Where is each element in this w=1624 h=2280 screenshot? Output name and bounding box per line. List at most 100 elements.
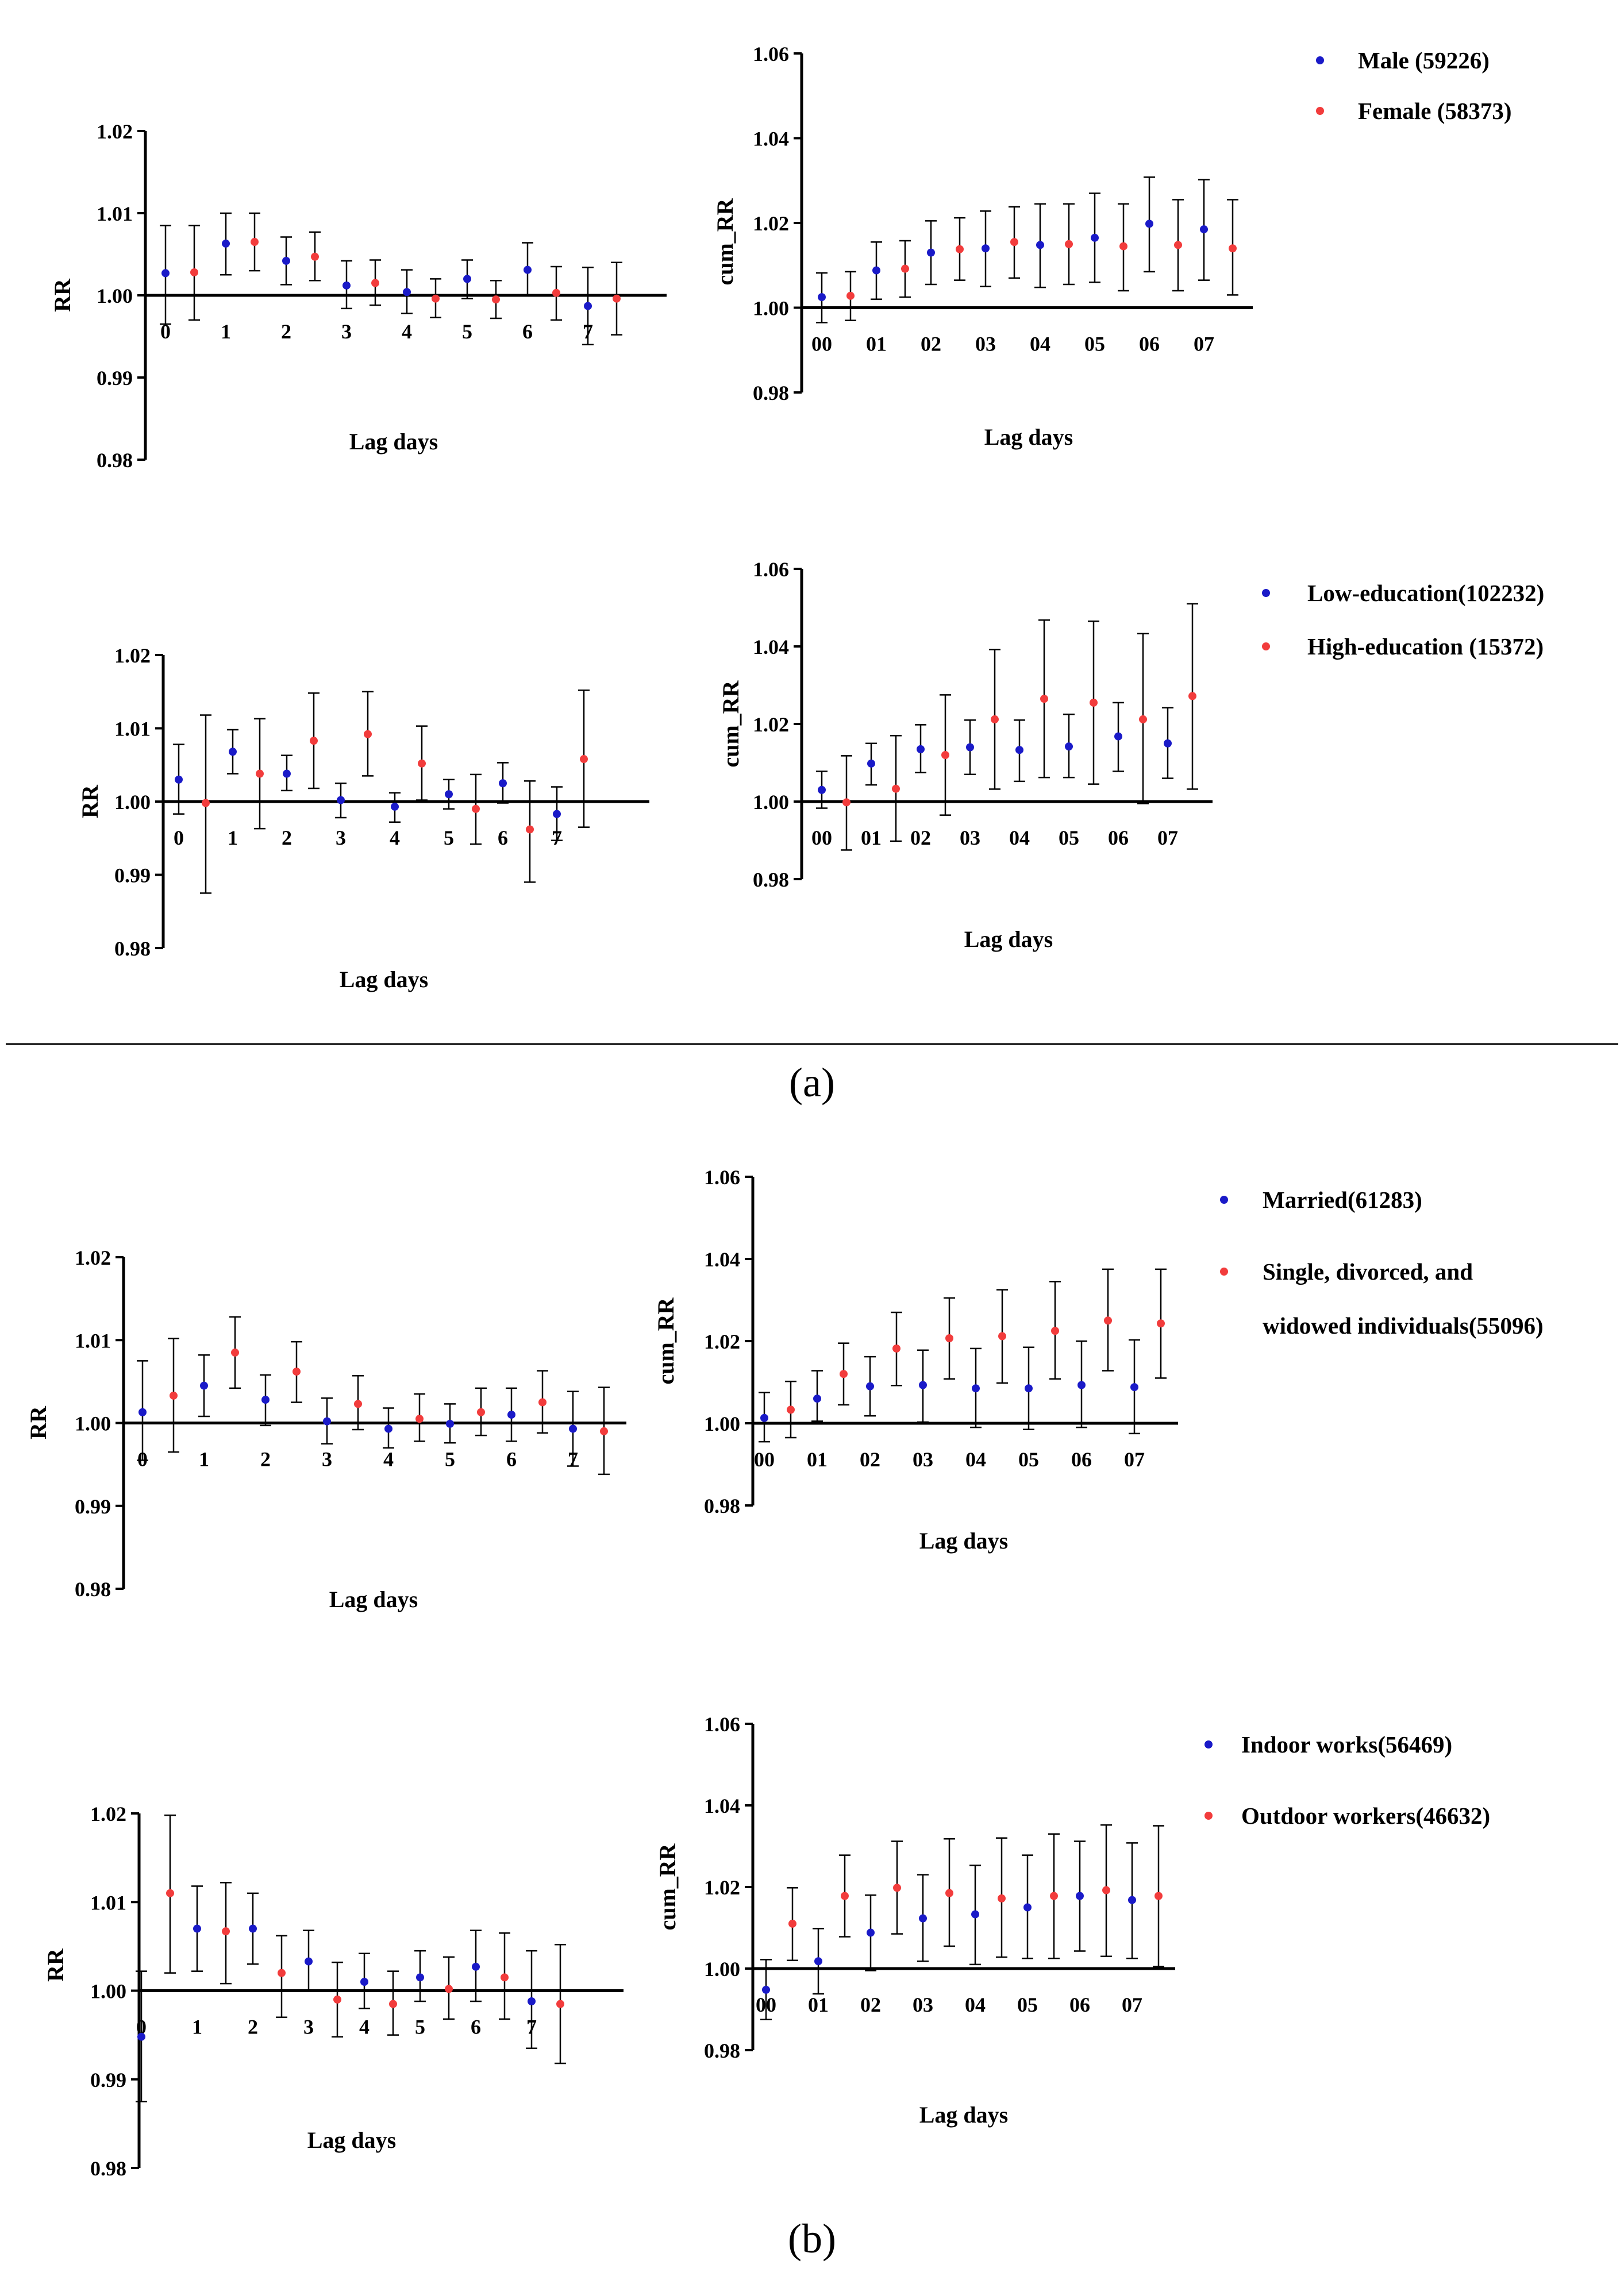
chart-7: 0.980.991.001.011.0201234567Lag daysRRIn… — [43, 1731, 1490, 2180]
data-point — [842, 798, 851, 807]
data-point — [342, 281, 351, 290]
data-point — [200, 1381, 208, 1390]
y-tick-label: 1.00 — [753, 791, 789, 814]
y-tick-label: 1.01 — [114, 718, 151, 741]
x-tick-label: 5 — [445, 1448, 455, 1471]
data-point — [1023, 1903, 1032, 1912]
data-point — [251, 238, 259, 247]
x-tick-label: 00 — [811, 333, 832, 356]
x-tick-label: 00 — [754, 1448, 775, 1471]
data-point — [1188, 692, 1196, 700]
y-tick-label: 0.99 — [97, 367, 133, 390]
y-axis-title: cum_RR — [655, 1843, 680, 1930]
data-point — [492, 295, 500, 304]
data-point — [283, 769, 291, 778]
data-point — [552, 288, 560, 297]
data-point — [323, 1417, 331, 1426]
panel-label-a: (a) — [789, 1060, 835, 1106]
x-tick-label: 02 — [921, 333, 941, 356]
data-point — [1091, 233, 1099, 242]
data-point — [463, 275, 471, 283]
x-tick-label: 05 — [1017, 1993, 1038, 2016]
y-tick-label: 1.06 — [704, 1166, 740, 1189]
legend-marker — [1204, 1740, 1213, 1748]
x-tick-label: 4 — [359, 2016, 370, 2039]
x-tick-label: 3 — [303, 2016, 314, 2039]
y-axis-title: RR — [77, 784, 103, 818]
x-tick-label: 2 — [260, 1448, 271, 1471]
y-tick-label: 1.01 — [97, 202, 133, 225]
chart-4: 0.98 1.00 1.02 1.04 1.06 00 01 02 03 04 05 06 07 Lag … — [718, 558, 1213, 952]
data-point — [1025, 1384, 1033, 1393]
data-point — [927, 248, 935, 257]
data-point — [919, 1914, 927, 1923]
data-point — [1229, 244, 1237, 253]
data-point — [1076, 1892, 1084, 1900]
y-tick-label: 0.98 — [97, 449, 133, 472]
data-point — [1015, 746, 1023, 754]
x-tick-label: 05 — [1084, 333, 1105, 356]
y-axis-title: cum_RR — [712, 198, 738, 285]
x-tick-label: 01 — [807, 1448, 828, 1471]
y-tick-label: 0.98 — [90, 2157, 126, 2180]
data-point — [991, 715, 999, 723]
data-point — [872, 266, 880, 275]
data-point — [1102, 1886, 1110, 1894]
data-point — [956, 245, 964, 253]
chart-5: 0.980.991.001.011.0201234567Lag daysRRMa… — [25, 1187, 1544, 1612]
x-tick-label: 00 — [811, 826, 832, 849]
legend-marker — [1316, 107, 1324, 115]
data-point — [528, 1997, 536, 2006]
data-point — [1130, 1383, 1138, 1392]
data-point — [229, 748, 237, 756]
y-tick-label: 1.01 — [75, 1329, 111, 1352]
y-tick-label: 1.02 — [753, 713, 789, 736]
data-point — [1128, 1896, 1136, 1904]
charts-layer: 0.980.991.001.011.0201234567Lag daysRRMa… — [25, 43, 1544, 2180]
x-tick-label: 05 — [1059, 826, 1079, 849]
y-axis-title: cum_RR — [653, 1297, 679, 1384]
data-point — [1040, 695, 1048, 703]
data-point — [841, 1892, 849, 1900]
data-point — [166, 1889, 174, 1897]
data-point — [1010, 238, 1018, 247]
y-tick-label: 1.02 — [114, 644, 151, 667]
data-point — [1200, 225, 1208, 234]
data-point — [432, 294, 440, 303]
x-tick-label: 3 — [341, 320, 352, 343]
y-tick-label: 1.02 — [90, 1803, 126, 1825]
y-tick-label: 0.99 — [90, 2069, 126, 2092]
data-point — [1174, 241, 1182, 249]
data-point — [403, 288, 411, 296]
chart-1: 0.980.991.001.011.0201234567Lag daysRRMa… — [49, 47, 1512, 472]
data-point — [1164, 739, 1172, 748]
data-point — [261, 1396, 270, 1404]
data-point — [580, 755, 588, 764]
y-tick-label: 0.98 — [753, 382, 789, 405]
panel-label-b: (b) — [788, 2216, 836, 2262]
data-point — [249, 1924, 257, 1933]
data-point — [282, 256, 290, 265]
x-axis-title: Lag days — [340, 966, 429, 992]
y-tick-label: 1.00 — [704, 1412, 740, 1435]
data-point — [892, 1344, 900, 1353]
data-point — [445, 1985, 453, 1993]
data-point — [293, 1368, 301, 1376]
y-tick-label: 1.00 — [97, 284, 133, 307]
x-tick-label: 04 — [1030, 333, 1050, 356]
data-point — [867, 1928, 875, 1937]
y-tick-label: 0.98 — [753, 868, 789, 891]
data-point — [1154, 1892, 1163, 1900]
x-axis-title: Lag days — [329, 1586, 418, 1612]
chart-2: 0.98 1.00 1.02 1.04 1.06 00 01 02 03 04 05 06 07 Lag … — [712, 43, 1253, 450]
data-point — [866, 1382, 874, 1391]
x-tick-label: 5 — [444, 826, 454, 849]
x-axis-title: Lag days — [349, 429, 438, 455]
data-point — [193, 1924, 201, 1933]
data-point — [311, 252, 319, 261]
x-tick-label: 1 — [228, 826, 238, 849]
x-tick-label: 6 — [522, 320, 533, 343]
y-tick-label: 0.98 — [114, 937, 151, 960]
y-tick-label: 1.04 — [704, 1794, 740, 1817]
